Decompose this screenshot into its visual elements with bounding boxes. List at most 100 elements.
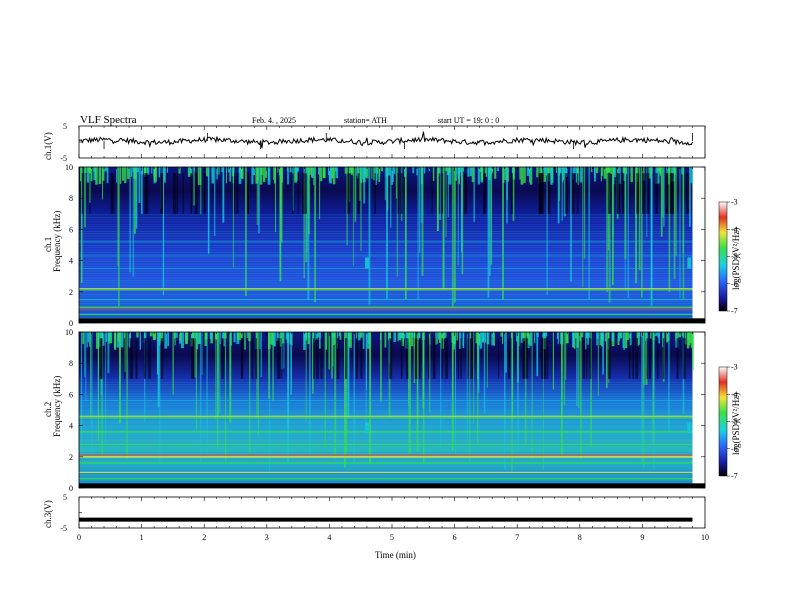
ch2-spectrogram-noise — [600, 332, 604, 337]
ch2-spectrogram-gap — [344, 338, 348, 379]
ch1-spectrogram-noise — [273, 167, 275, 180]
ch2-spectrogram-stripe — [79, 473, 693, 474]
ch2-spectrogram-noise — [204, 332, 207, 340]
ch2-spectrogram-sferic — [269, 332, 271, 472]
ch1-spectrogram-noise — [543, 167, 546, 172]
ch2-spectrogram-gap — [648, 338, 651, 379]
ch2-spectrogram-gap — [143, 338, 146, 379]
ch2-spectrogram-stripe — [79, 417, 693, 418]
time-axis-tick: 10 — [701, 533, 709, 542]
ch2-spectrogram-noise — [585, 332, 587, 350]
ch2-spectrogram-noise — [282, 332, 285, 344]
ch1-spectrogram-noise — [238, 167, 242, 173]
ch2-spectrogram-noise — [626, 332, 630, 340]
ch2-spectrogram-noise — [410, 332, 414, 347]
ch2-spectrogram-noise — [164, 332, 168, 349]
ch1-spectrogram-gap — [297, 173, 299, 214]
ch2-spectrogram-gap — [582, 338, 585, 379]
ch2-spectrogram-sferic — [260, 332, 263, 378]
ch2-spectrogram-stripe — [79, 454, 693, 456]
ch1-spectrogram-noise — [328, 167, 331, 182]
ch1-spectrogram-noise — [153, 167, 156, 182]
ch1-spectrogram-gap — [247, 173, 249, 214]
ch1-spectrogram-sferic — [451, 167, 454, 308]
ch1-spectrogram-gap — [112, 173, 115, 214]
ch1-spectrogram-noise — [560, 167, 562, 174]
ch1-spectrogram-sferic — [638, 167, 640, 270]
ch1-spectrogram-gap — [641, 173, 645, 214]
ch2-spectrogram-sferic — [552, 332, 554, 390]
ch2-spectrogram-noise — [657, 332, 660, 344]
ch2-spectrogram-noise — [398, 332, 402, 341]
time-axis-tick: 6 — [453, 533, 457, 542]
ch1-spectrogram-sferic — [396, 167, 399, 277]
ch2-spectrogram-noise — [397, 332, 399, 342]
ch2-spectrogram-stripe — [79, 421, 693, 423]
ch1-spectrogram-noise — [412, 167, 415, 174]
ch1-spectrogram-stripe — [79, 261, 693, 262]
ch3-waveform-panel: 5 -5 — [60, 493, 706, 533]
ch1-spectrogram-noise — [349, 167, 353, 174]
ch2-spectrogram-gap — [418, 338, 421, 379]
ch1-spectrogram-noise — [273, 167, 277, 184]
ch2-spectrogram-gap — [676, 338, 679, 379]
ch1-spectrogram-gap — [617, 173, 621, 214]
ch2-spectrogram-stripe — [79, 379, 693, 381]
ch2-spectrogram-stripe — [79, 388, 693, 390]
ch1-waveform-ytick: 5 — [63, 122, 67, 131]
ch2-spectrogram-sferic — [531, 332, 533, 460]
ch2-spectrogram-noise — [180, 332, 184, 349]
time-axis-tick: 2 — [202, 533, 206, 542]
ch2-spectrogram-noise — [678, 332, 681, 338]
ch1-spectrogram-stripe — [79, 245, 693, 246]
ch1-spectrogram-gap — [655, 173, 658, 214]
ch2-spectrogram-ytick: 10 — [65, 328, 73, 337]
ch1-spectrogram-sferic — [232, 167, 234, 268]
ch1-spectrogram-noise — [549, 167, 553, 185]
ch2-spectrogram-noise — [303, 332, 306, 350]
ch1-spectrogram-noise — [573, 167, 576, 174]
ch2-spectrogram-gap — [129, 338, 133, 379]
ch1-spectrogram-noise — [268, 167, 270, 182]
ch1-spectrogram-noise — [130, 167, 133, 177]
ch2-spectrogram-sferic — [578, 332, 580, 409]
ch1-spectrogram-noise — [528, 167, 531, 173]
ch1-spectrogram-noise — [211, 167, 215, 184]
ch2-spectrogram-gap — [355, 338, 358, 379]
ch2-spectrogram-gap — [589, 338, 592, 379]
ch1-spectrogram-stripe — [79, 254, 693, 255]
time-axis-tick: 7 — [515, 533, 519, 542]
ch2-spectrogram-noise — [362, 332, 365, 349]
ch1-spectrogram-gap — [176, 173, 179, 214]
ch1-spectrogram-sferic — [650, 167, 653, 300]
ch2-spectrogram-noise — [456, 332, 458, 341]
ch2-spectrogram-noise — [113, 332, 117, 350]
ch1-spectrogram-sferic — [624, 167, 627, 260]
ch1-spectrogram-noise — [610, 167, 613, 174]
ch2-spectrogram-stripe — [79, 435, 693, 437]
ch2-spectrogram-noise — [604, 332, 607, 342]
ch2-spectrogram-ytick: 8 — [69, 359, 73, 368]
ch1-spectrogram-sferic — [557, 167, 560, 224]
ch2-spectrogram-tone-line — [79, 454, 693, 456]
ch1-spectrogram-colorbar-label: -3 — [731, 198, 738, 207]
ch2-spectrogram-sferic — [331, 332, 333, 379]
ch2-spectrogram-noise — [436, 332, 438, 344]
ch1-spectrogram-stripe — [79, 282, 693, 284]
ch1-spectrogram-ylabel: Frequency (kHz) — [52, 211, 62, 272]
ch2-spectrogram-noise — [325, 332, 328, 350]
ch2-spectrogram-noise — [108, 332, 111, 344]
ch2-spectrogram-noise — [95, 332, 99, 349]
ch1-spectrogram-sferic — [588, 167, 590, 300]
ch1-spectrogram-noise — [536, 167, 539, 178]
ch1-spectrogram-tone-line — [79, 299, 693, 301]
ch1-spectrogram-gap — [357, 173, 360, 214]
ch1-spectrogram-noise — [322, 167, 326, 179]
ch3-waveform-ytick: 5 — [63, 493, 67, 502]
ch1-spectrogram-sferic — [258, 167, 260, 234]
ch2-spectrogram-gap — [467, 338, 469, 379]
ch1-spectrogram-noise — [529, 167, 531, 183]
ch1-spectrogram-noise — [438, 167, 440, 175]
ch1-waveform-ylabel: ch.1(V) — [43, 132, 53, 160]
ch2-spectrogram-ytick: 6 — [69, 390, 73, 399]
